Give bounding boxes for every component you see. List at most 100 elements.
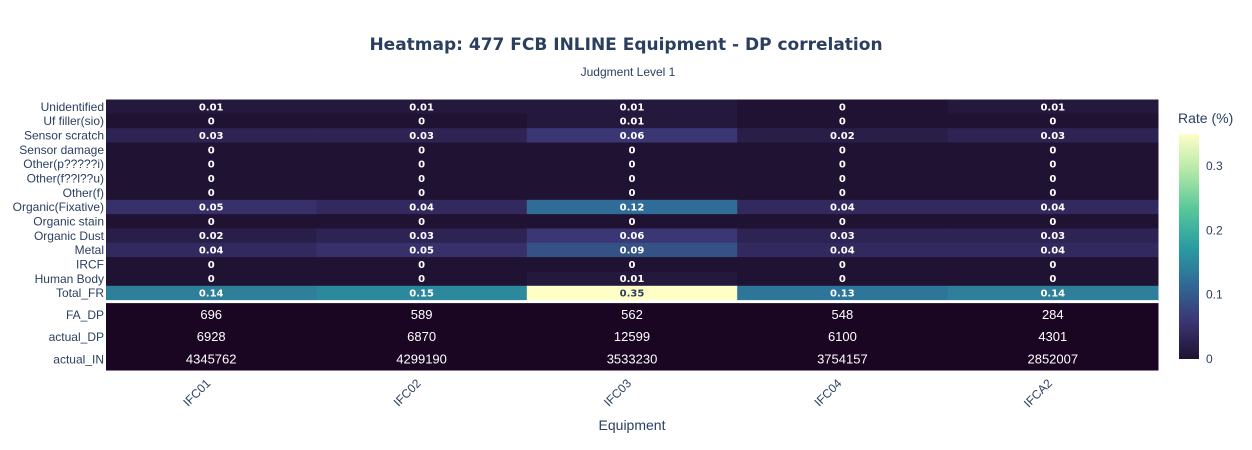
count-value-label: 4299190 — [396, 351, 447, 366]
count-cell — [316, 325, 528, 349]
cell-value-label: 0 — [208, 117, 215, 128]
y-tick-label: Other(f) — [63, 186, 104, 200]
heatmap-cell — [316, 285, 528, 301]
heatmap-cell — [106, 142, 317, 158]
heatmap-cell — [737, 142, 949, 158]
count-cell — [737, 325, 949, 349]
cell-value-label: 0 — [418, 160, 425, 171]
y-tick-label: Other(p?????i) — [23, 157, 104, 171]
count-value-label: 562 — [621, 307, 643, 322]
cell-value-label: 0 — [208, 274, 215, 285]
cell-value-label: 0.04 — [409, 203, 434, 214]
cell-value-label: 0.04 — [1040, 246, 1065, 257]
count-value-label: 3533230 — [607, 351, 658, 366]
cell-value-label: 0.14 — [199, 289, 224, 300]
heatmap-cell — [737, 271, 949, 287]
cell-value-label: 0.02 — [199, 231, 224, 242]
cell-value-label: 0.04 — [199, 246, 224, 257]
cell-value-label: 0.15 — [409, 289, 434, 300]
cell-value-label: 0 — [418, 117, 425, 128]
cell-value-label: 0 — [1049, 260, 1056, 271]
heatmap-cell — [526, 185, 738, 201]
count-cell — [526, 303, 738, 326]
heatmap-cell — [316, 242, 528, 258]
heatmap-cell — [106, 199, 317, 215]
colorbar — [1179, 134, 1199, 359]
heatmap-cell — [316, 257, 528, 272]
cell-value-label: 0 — [839, 145, 846, 156]
heatmap-cell — [947, 171, 1159, 186]
cell-value-label: 0.04 — [1040, 203, 1065, 214]
y-tick-label: Organic stain — [33, 215, 104, 229]
heatmap-cell — [737, 257, 949, 272]
count-cell — [526, 325, 738, 349]
heatmap-cell — [947, 228, 1159, 244]
heatmap-cell — [947, 113, 1159, 129]
cell-value-label: 0 — [418, 274, 425, 285]
heatmap-cell — [526, 113, 738, 129]
colorbar-ticks: 0 0.1 0.2 0.3 — [1206, 159, 1223, 366]
section-separator — [106, 300, 1158, 304]
count-cell — [316, 303, 528, 326]
heatmap-cell — [106, 99, 317, 115]
cell-value-label: 0.03 — [1040, 131, 1065, 142]
cell-value-label: 0 — [1049, 217, 1056, 228]
count-cell — [737, 347, 949, 371]
count-cell — [316, 347, 528, 371]
cell-value-label: 0 — [418, 174, 425, 185]
colorbar-title: Rate (%) — [1178, 110, 1233, 126]
count-value-label: 696 — [200, 307, 222, 322]
cell-value-label: 0 — [208, 160, 215, 171]
y-tick-label: Other(f??l??u) — [27, 172, 104, 186]
count-value-label: 6870 — [407, 329, 436, 344]
colorbar-tick-label: 0 — [1206, 352, 1213, 366]
cell-value-label: 0 — [1049, 117, 1056, 128]
cell-value-label: 0.01 — [620, 102, 645, 113]
heatmap-cell — [526, 199, 738, 215]
cell-value-label: 0 — [418, 217, 425, 228]
y-tick-label: Human Body — [35, 272, 104, 286]
heatmap-cell — [316, 142, 528, 158]
heatmap-cell — [737, 285, 949, 301]
cell-value-label: 0 — [418, 260, 425, 271]
cell-value-label: 0.01 — [620, 117, 645, 128]
x-tick-label: IFC02 — [391, 376, 424, 409]
heatmap-cell — [316, 214, 528, 229]
cell-value-label: 0 — [629, 160, 636, 171]
cell-value-label: 0.03 — [1040, 231, 1065, 242]
x-tick-label: IFC01 — [180, 376, 213, 409]
heatmap-cell — [316, 156, 528, 172]
cell-value-label: 0 — [839, 174, 846, 185]
heatmap-cell — [316, 113, 528, 129]
heatmap-cell — [947, 142, 1159, 158]
cell-value-label: 0 — [839, 102, 846, 113]
count-cell — [947, 303, 1159, 326]
y-tick-label: FA_DP — [66, 308, 104, 322]
count-value-label: 12599 — [614, 329, 650, 344]
heatmap-cell — [106, 156, 317, 172]
heatmap-cell — [737, 113, 949, 129]
heatmap-cell — [947, 128, 1159, 143]
heatmap-cell — [106, 228, 317, 244]
cell-value-label: 0.09 — [620, 246, 645, 257]
cell-value-label: 0.04 — [830, 246, 855, 257]
heatmap-cell — [106, 271, 317, 287]
count-value-label: 6928 — [197, 329, 226, 344]
heatmap-cell — [737, 128, 949, 143]
heatmap-cell — [106, 257, 317, 272]
cell-value-label: 0.01 — [1040, 102, 1065, 113]
heatmap-cell — [526, 285, 738, 301]
cell-value-label: 0.03 — [199, 131, 224, 142]
cell-value-label: 0.01 — [620, 274, 645, 285]
heatmap-cell — [737, 242, 949, 258]
heatmap-cell — [316, 185, 528, 201]
y-tick-label: Organic Dust — [34, 229, 105, 243]
heatmap-cell — [316, 271, 528, 287]
cell-value-label: 0 — [629, 217, 636, 228]
y-tick-label: IRCF — [76, 257, 104, 271]
heatmap-cell — [316, 99, 528, 115]
cell-value-label: 0.01 — [199, 102, 224, 113]
count-cell — [526, 347, 738, 371]
heatmap-cells — [106, 99, 1159, 371]
heatmap-cell — [526, 142, 738, 158]
